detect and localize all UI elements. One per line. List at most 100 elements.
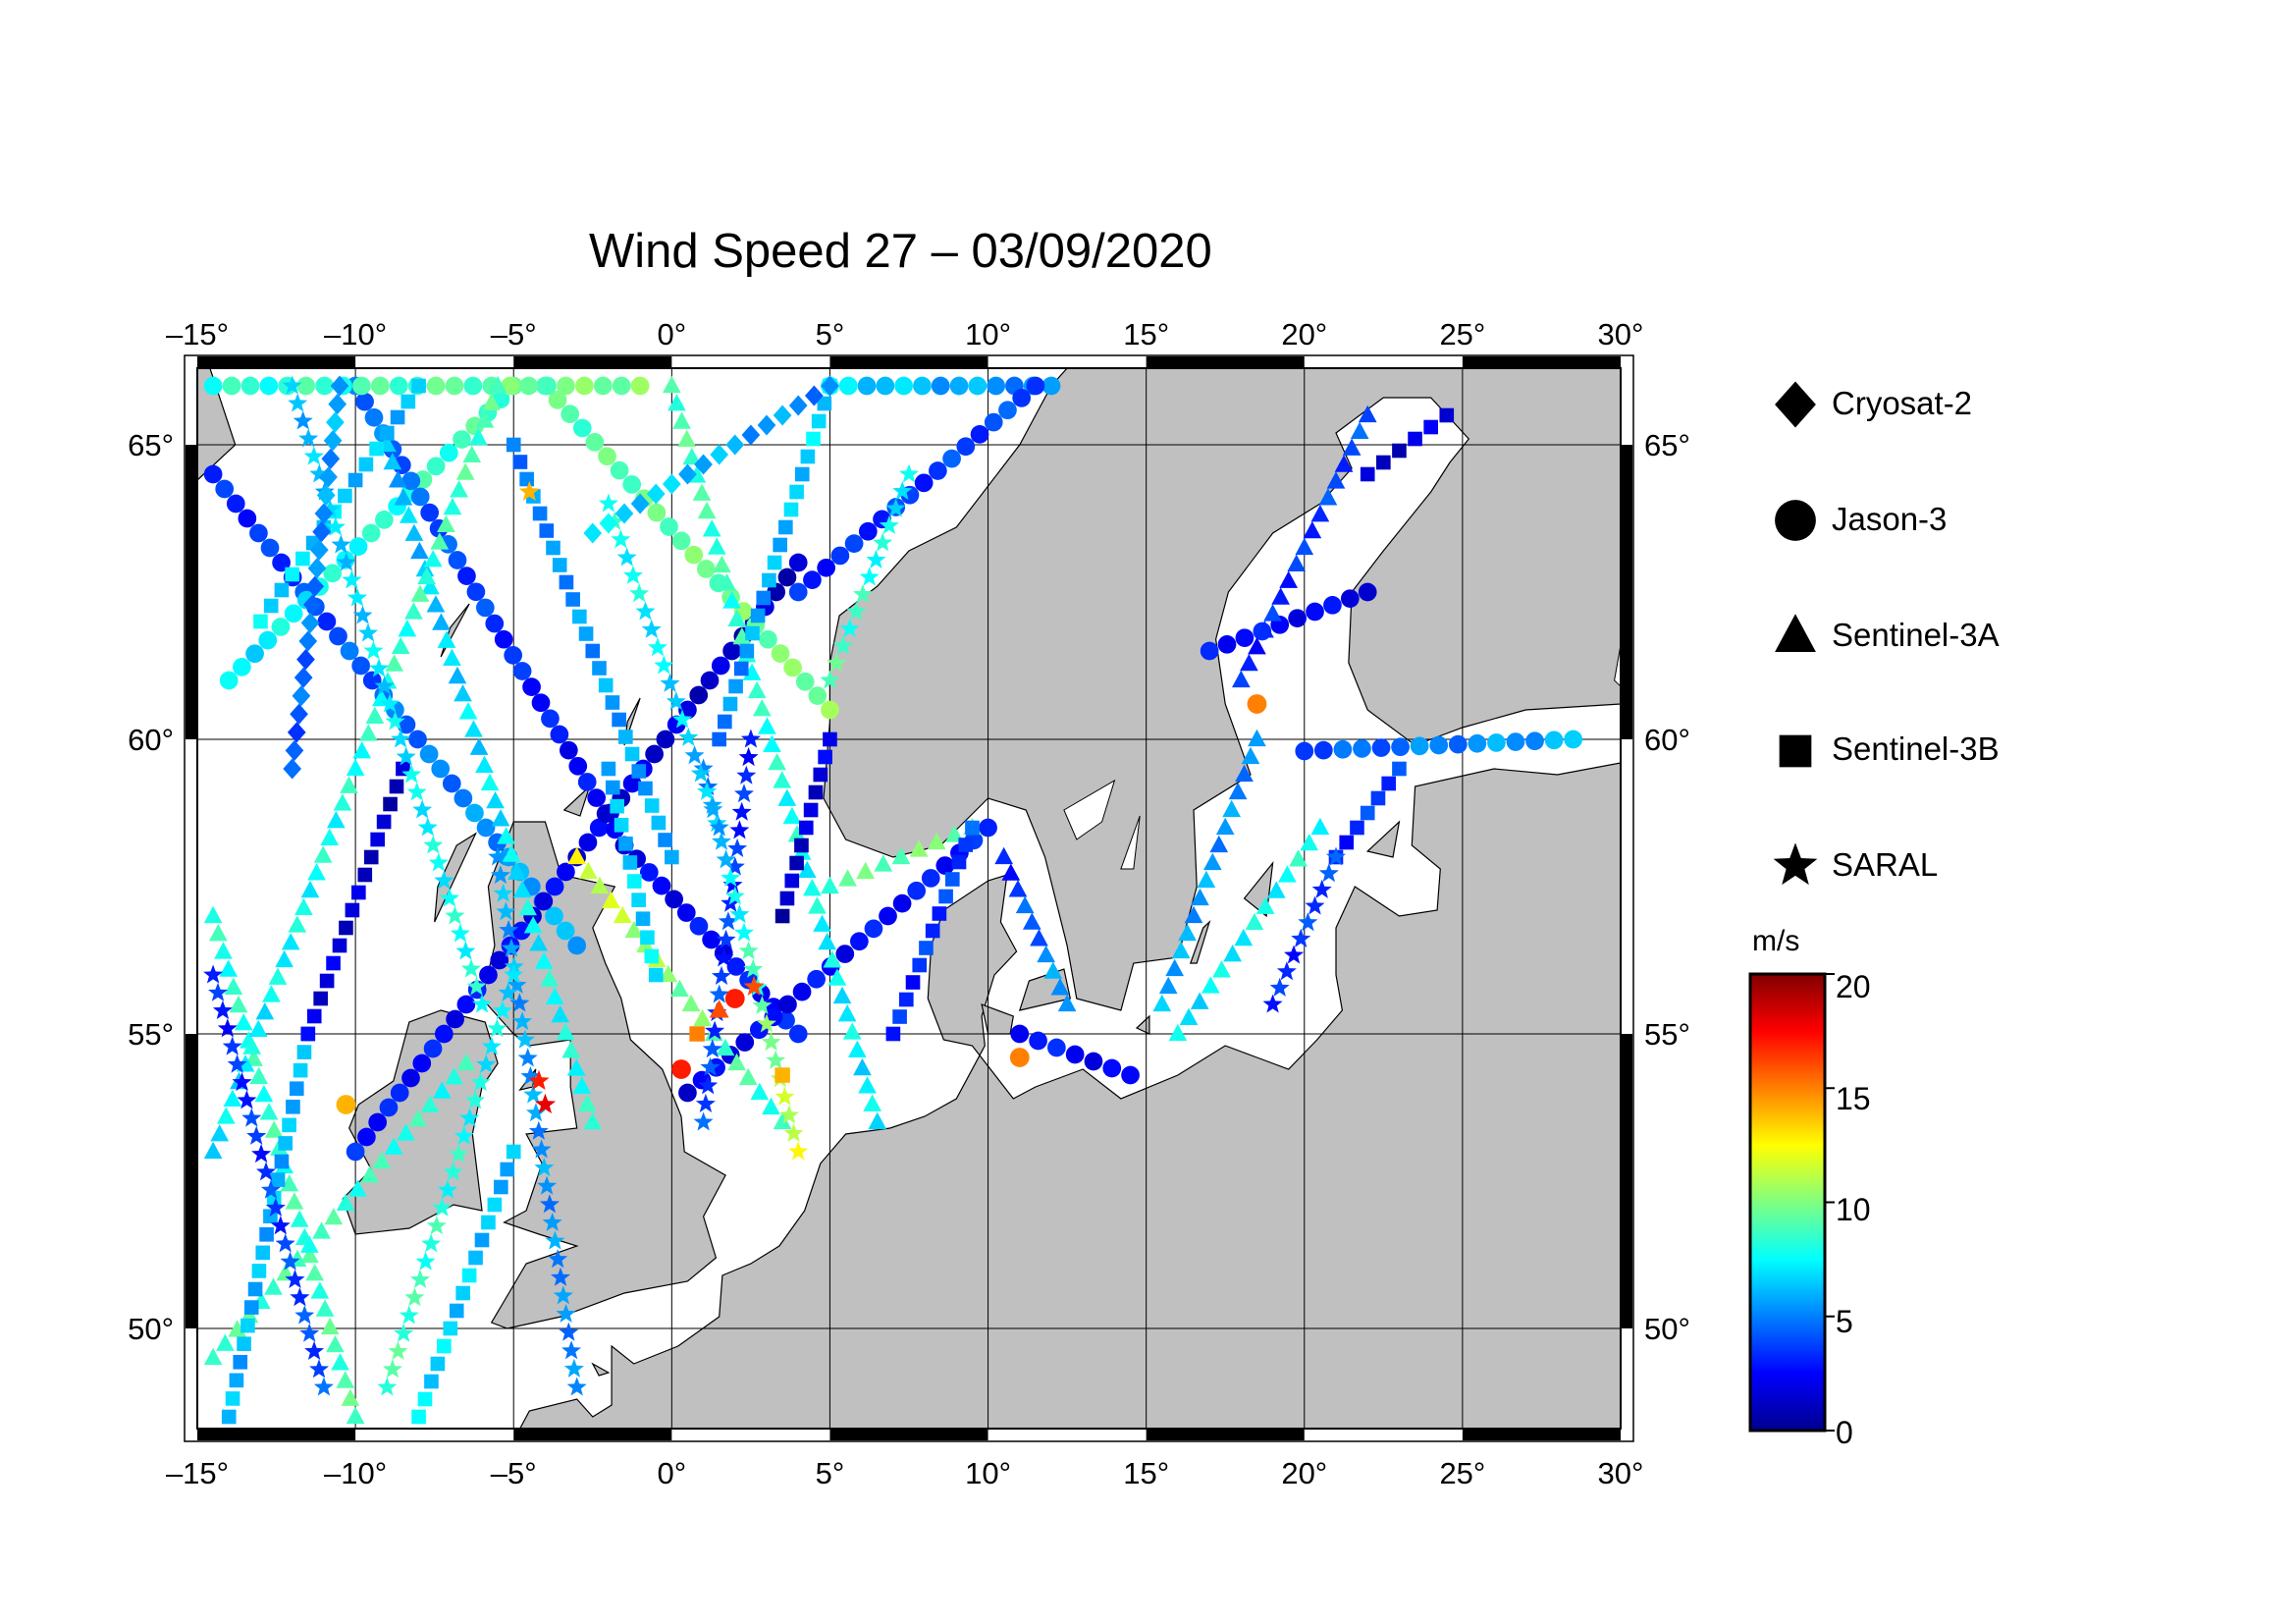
square-obs-point [411, 378, 426, 394]
circle-obs-point [557, 376, 575, 396]
triangle-obs-point [716, 1038, 735, 1056]
triangle-obs-point [1001, 863, 1021, 881]
circle-obs-point [777, 568, 797, 587]
star-obs-point [523, 1084, 544, 1104]
star-obs-point [502, 938, 521, 957]
diamond-obs-point [314, 503, 334, 524]
square-obs-point [345, 902, 360, 918]
square-obs-point [443, 1321, 458, 1336]
circle-obs-point [913, 376, 932, 396]
star-obs-point [526, 1103, 546, 1122]
star-obs-point [693, 1111, 714, 1131]
triangle-obs-point [450, 480, 468, 498]
star-obs-point [518, 480, 540, 501]
square-obs-point [626, 874, 642, 889]
diamond-obs-point [328, 394, 347, 415]
circle-obs-point [1288, 609, 1307, 628]
square-obs-point [658, 833, 672, 847]
colorbar-tick-0: 0 [1836, 1415, 1853, 1450]
star-obs-point [697, 781, 718, 800]
circle-obs-point [466, 582, 486, 602]
frame-bar-top [829, 356, 988, 367]
circle-obs-point [519, 376, 538, 396]
circle-obs-point [1506, 732, 1525, 751]
star-obs-point [504, 964, 524, 984]
frame-bar-top [1146, 356, 1305, 367]
circle-obs-point [808, 686, 828, 706]
triangle-obs-point [702, 519, 721, 537]
star-obs-point [382, 1359, 402, 1379]
diamond-obs-point [283, 758, 302, 780]
triangle-obs-point [692, 483, 712, 501]
triangle-obs-point [1171, 941, 1191, 959]
circle-obs-point [778, 995, 797, 1014]
legend-label-jason-3: Jason-3 [1832, 501, 1948, 537]
square-obs-point [944, 872, 960, 887]
square-obs-point [1381, 776, 1397, 791]
circle-obs-point [379, 1098, 399, 1117]
triangle-obs-point [670, 979, 689, 998]
square-obs-point [293, 1062, 308, 1078]
star-obs-point [293, 410, 313, 430]
triangle-obs-point [333, 793, 352, 811]
triangle-obs-point [426, 595, 446, 613]
triangle-obs-point [1037, 945, 1055, 963]
legend-label-sentinel-3b: Sentinel-3B [1832, 730, 2000, 767]
star-obs-point [470, 1072, 491, 1092]
circle-obs-point [346, 1142, 365, 1162]
diamond-obs-point [292, 685, 311, 707]
triangle-obs-point [1197, 870, 1216, 889]
series-sentinel-3b [221, 378, 1455, 1425]
square-obs-point [601, 761, 616, 777]
triangle-obs-point [1043, 961, 1063, 979]
circle-obs-point [575, 376, 594, 396]
triangle-obs-point [326, 1334, 345, 1353]
circle-obs-point [485, 614, 505, 633]
colorbar-unit: m/s [1752, 925, 1800, 957]
triangle-obs-point [1008, 880, 1028, 897]
star-obs-point [325, 516, 346, 536]
square-obs-point [417, 1391, 433, 1407]
square-obs-point [300, 1026, 316, 1042]
colorbar-gradient [1748, 972, 1827, 1433]
star-obs-point [303, 446, 324, 465]
star-obs-point [779, 1105, 799, 1124]
square-obs-point [326, 955, 341, 971]
square-obs-point [247, 1281, 263, 1297]
diamond-obs-point [804, 385, 824, 406]
triangle-obs-point [868, 1111, 887, 1130]
land-norway-sweden-finland [823, 368, 1621, 1011]
circle-obs-point [559, 740, 578, 760]
star-obs-point [504, 956, 524, 976]
square-obs-point [794, 466, 810, 482]
triangle-obs-point [383, 452, 402, 470]
square-obs-point [651, 815, 667, 831]
star-obs-point [212, 1001, 233, 1019]
circle-obs-point [439, 443, 458, 462]
triangle-obs-point [1248, 729, 1266, 747]
star-obs-point [528, 1120, 549, 1140]
circle-obs-point [711, 656, 730, 676]
circle-obs-point [522, 677, 541, 696]
circle-obs-point [271, 618, 291, 636]
circle-obs-point [355, 392, 374, 411]
circle-obs-point [792, 982, 812, 1001]
circle-obs-point [722, 641, 741, 661]
star-obs-point [415, 1251, 436, 1271]
triangle-obs-point [856, 861, 876, 880]
star-obs-point [490, 865, 510, 885]
circle-obs-point [876, 376, 895, 396]
square-obs-point [779, 891, 795, 906]
frame-bar-left [186, 445, 196, 739]
star-obs-point [406, 782, 427, 801]
diamond-obs-point [294, 667, 313, 688]
triangle-obs-point [727, 609, 747, 626]
star-obs-point [693, 758, 714, 778]
triangle-obs-point [1255, 896, 1275, 914]
triangle-obs-point [341, 1388, 360, 1406]
star-obs-point [394, 1323, 414, 1342]
diamond-obs-point [307, 558, 327, 579]
square-obs-point [424, 1374, 439, 1389]
triangle-obs-point [443, 497, 462, 515]
circle-obs-point [1391, 737, 1410, 757]
